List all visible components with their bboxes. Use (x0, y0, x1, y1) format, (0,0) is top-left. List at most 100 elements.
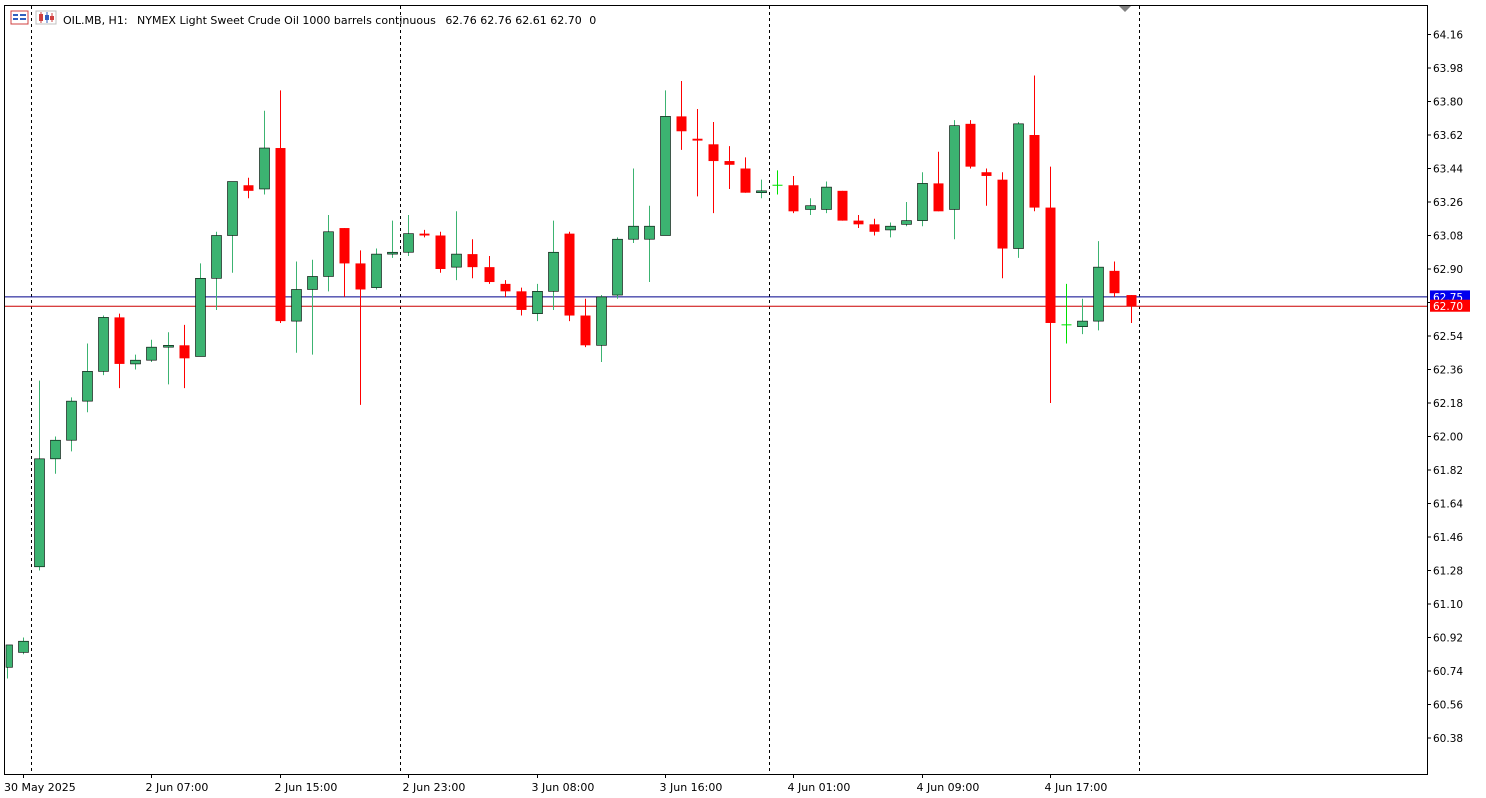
candle-body (1077, 320, 1088, 327)
candle-body (275, 148, 286, 322)
candle-body (805, 205, 816, 210)
candle-body (660, 116, 671, 236)
candle-body (371, 253, 382, 288)
candle-body (917, 183, 928, 221)
candle-body (82, 371, 93, 402)
chart-header: OIL.MB, H1: NYMEX Light Sweet Crude Oil … (63, 14, 596, 27)
candle-body (869, 224, 880, 232)
candle-body (997, 179, 1008, 249)
x-tick-label: 3 Jun 16:00 (660, 781, 723, 794)
candle-bull (387, 220, 398, 258)
candle-bull (1093, 241, 1104, 331)
candle-bear (708, 121, 719, 214)
candle-bull (885, 222, 896, 238)
y-axis: 64.16 63.98 63.80 63.62 63.44 63.26 63.08 62.90… (1427, 30, 1463, 745)
candles (5, 75, 1137, 679)
candle-bear (435, 231, 446, 273)
plot-area[interactable] (4, 5, 1428, 775)
candle-body (403, 233, 414, 253)
candle-body (179, 345, 190, 359)
candle-bull (5, 644, 13, 679)
candle-bull (82, 343, 93, 413)
y-tick-label: 61.64 (1433, 499, 1463, 511)
candle-bear (580, 298, 591, 348)
y-tick-label: 60.92 (1433, 633, 1463, 645)
candle-bull (1013, 121, 1024, 258)
candle-bull (291, 261, 302, 353)
candle-body (1045, 207, 1056, 323)
candle-bull (548, 220, 559, 310)
candle-body (949, 125, 960, 210)
candle-bull (628, 168, 639, 243)
x-tick-label: 4 Jun 17:00 (1045, 781, 1108, 794)
candle-doji (1061, 283, 1072, 344)
ohlc-values: 62.76 62.76 62.61 62.70 (445, 14, 581, 27)
candle-body (1109, 270, 1120, 294)
candle-bear (355, 250, 366, 405)
candle-bull (307, 259, 318, 355)
symbol-label: OIL.MB, H1: (63, 14, 128, 27)
candle-body (901, 220, 912, 225)
x-tick-label: 4 Jun 09:00 (917, 781, 980, 794)
candle-body (339, 228, 350, 264)
candle-body (146, 346, 157, 361)
y-tick-label: 63.80 (1433, 97, 1463, 109)
y-tick-label: 63.44 (1433, 164, 1463, 176)
candle-body (163, 345, 174, 348)
candle-bull (163, 332, 174, 385)
candle-body (708, 144, 719, 162)
candle-bull (130, 354, 141, 370)
candle-bear (788, 175, 799, 214)
y-tick-label: 63.98 (1433, 63, 1463, 75)
candle-bear (869, 218, 880, 236)
candle-bear (484, 255, 495, 284)
y-tick-label: 61.46 (1433, 532, 1463, 544)
candle-body (66, 400, 77, 441)
candle-bull (1077, 298, 1088, 335)
candle-bear (243, 177, 254, 199)
candle-bull (821, 181, 832, 214)
ask-label-bg (1430, 290, 1470, 303)
period-separators (31, 6, 1140, 774)
candle-bull (403, 215, 414, 256)
candle-bull (805, 198, 816, 216)
candle-bear (516, 287, 527, 316)
extra-value: 0 (589, 14, 596, 27)
candle-body (692, 138, 703, 141)
candle-bear (965, 120, 976, 169)
candle-body (596, 296, 607, 346)
candle-body (211, 235, 222, 279)
candle-bull (211, 231, 222, 310)
candle-body (323, 231, 334, 277)
instrument-description: NYMEX Light Sweet Crude Oil 1000 barrels… (137, 14, 436, 27)
chart-type-icon[interactable] (35, 10, 57, 25)
candle-bull (451, 211, 462, 281)
candle-body (628, 225, 639, 240)
candle-bull (323, 215, 334, 292)
candle-body (612, 238, 623, 296)
candle-bear (1045, 166, 1056, 403)
y-tick-label: 62.90 (1433, 264, 1463, 276)
shift-marker-icon[interactable] (1119, 6, 1131, 12)
candle-bear (1029, 75, 1040, 212)
candle-body (1126, 295, 1137, 307)
candle-body (564, 233, 575, 316)
candle-bear (500, 280, 511, 297)
candle-bull (644, 205, 655, 283)
candle-body (1029, 135, 1040, 208)
y-tick-label: 62.36 (1433, 365, 1463, 377)
candle-doji (772, 170, 783, 195)
candle-bear (339, 228, 350, 297)
candle-body (644, 225, 655, 240)
list-icon[interactable] (10, 10, 29, 25)
candle-body (740, 168, 751, 193)
candle-body (419, 233, 430, 236)
x-axis: 30 May 2025 2 Jun 07:00 2 Jun 15:00 2 Jun 2… (4, 774, 1107, 794)
candle-bear (1109, 261, 1120, 297)
bid-label-text: 62.70 (1433, 301, 1463, 313)
candle-body (1093, 266, 1104, 322)
candle-bull (18, 637, 29, 655)
candle-bull (146, 339, 157, 363)
y-tick-label: 63.08 (1433, 231, 1463, 243)
